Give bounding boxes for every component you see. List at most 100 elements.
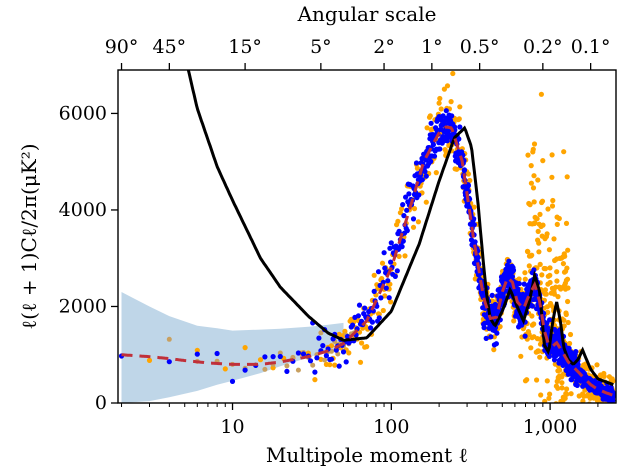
blue-data-point [483, 335, 489, 341]
orange-data-point [257, 357, 264, 363]
blue-data-point [456, 136, 462, 142]
blue-data-point [300, 351, 307, 357]
blue-data-point [320, 343, 326, 349]
orange-data-point [544, 231, 550, 237]
orange-data-point [555, 385, 561, 391]
orange-data-point [565, 247, 571, 253]
blue-data-point [400, 202, 406, 208]
blue-data-point [388, 259, 394, 265]
tan-data-point [322, 357, 328, 363]
y-tick-label: 0 [95, 392, 107, 414]
orange-data-point [399, 206, 405, 212]
orange-data-point [528, 345, 534, 351]
orange-data-point [535, 177, 541, 183]
orange-data-point [557, 367, 563, 373]
orange-data-point [457, 104, 463, 110]
orange-data-point [359, 340, 365, 346]
blue-data-point [410, 216, 417, 222]
blue-data-point [437, 146, 443, 152]
blue-data-point [419, 177, 425, 183]
orange-data-point [328, 343, 335, 349]
best-fit-dashed-curve [121, 125, 614, 397]
orange-data-point [531, 141, 538, 147]
orange-data-point [550, 197, 556, 204]
blue-data-point [242, 367, 248, 373]
top-tick-label: 0.5° [460, 36, 500, 58]
blue-data-point [312, 369, 318, 375]
top-tick-label: 90° [105, 36, 139, 58]
orange-data-point [531, 199, 537, 205]
blue-data-point [465, 183, 471, 189]
blue-data-point [444, 138, 450, 144]
orange-data-point [594, 362, 600, 368]
blue-data-point [316, 335, 322, 341]
uncertainty-band [121, 292, 344, 403]
orange-data-point [532, 220, 538, 226]
orange-data-point [465, 171, 471, 177]
orange-data-point [529, 313, 535, 319]
orange-data-point [542, 398, 548, 403]
orange-data-point [450, 70, 456, 77]
orange-data-point [549, 174, 555, 180]
blue-data-point [328, 356, 335, 362]
blue-data-point [383, 285, 389, 291]
blue-data-point [423, 173, 429, 179]
orange-data-point [610, 378, 616, 384]
orange-data-point [535, 348, 542, 354]
orange-data-point [531, 321, 537, 327]
orange-data-point [538, 392, 544, 398]
orange-data-point [546, 395, 552, 401]
blue-data-point [386, 295, 392, 301]
blue-data-point [343, 359, 349, 365]
blue-data-point [194, 351, 200, 357]
orange-data-point [562, 253, 568, 259]
orange-data-point [423, 199, 429, 205]
blue-data-point [471, 216, 477, 222]
orange-data-point [537, 261, 543, 267]
blue-data-point [270, 354, 276, 360]
top-tick-label: 0.2° [523, 36, 563, 58]
orange-data-point [565, 319, 571, 326]
orange-data-point [522, 270, 528, 276]
blue-data-point [428, 158, 434, 164]
orange-data-point [424, 125, 430, 131]
blue-data-point [488, 334, 494, 340]
x-tick-label: 100 [373, 416, 409, 438]
orange-data-point [537, 211, 543, 217]
orange-data-point [525, 152, 531, 158]
top-axis-label: Angular scale [297, 2, 437, 26]
blue-data-point [545, 327, 551, 333]
blue-data-point [381, 250, 387, 256]
tan-data-point [335, 351, 341, 357]
orange-data-point [547, 272, 553, 278]
blue-data-point [430, 142, 436, 148]
orange-data-point [561, 149, 567, 155]
orange-data-point [433, 170, 439, 176]
orange-data-point [561, 323, 567, 329]
blue-data-point [385, 278, 391, 284]
blue-data-point [406, 191, 412, 197]
orange-data-point [371, 272, 377, 278]
blue-data-point [314, 355, 320, 361]
blue-data-point [388, 240, 394, 246]
blue-data-point [336, 363, 342, 369]
orange-data-point [242, 345, 248, 351]
orange-data-point [414, 165, 420, 171]
orange-data-point [332, 362, 338, 368]
orange-data-point [553, 284, 559, 290]
blue-data-point [214, 350, 220, 357]
orange-data-point [467, 177, 473, 184]
blue-data-point [382, 265, 388, 271]
orange-data-point [516, 276, 522, 282]
blue-data-point [457, 124, 463, 130]
blue-data-point [551, 357, 558, 363]
orange-data-point [497, 324, 503, 330]
orange-data-point [561, 317, 567, 323]
orange-data-point [312, 377, 318, 383]
blue-data-point [443, 108, 449, 114]
blue-data-point [350, 322, 356, 328]
orange-data-point [471, 204, 477, 210]
orange-data-point [146, 357, 153, 363]
blue-data-point [376, 315, 382, 321]
blue-data-point [403, 194, 409, 200]
